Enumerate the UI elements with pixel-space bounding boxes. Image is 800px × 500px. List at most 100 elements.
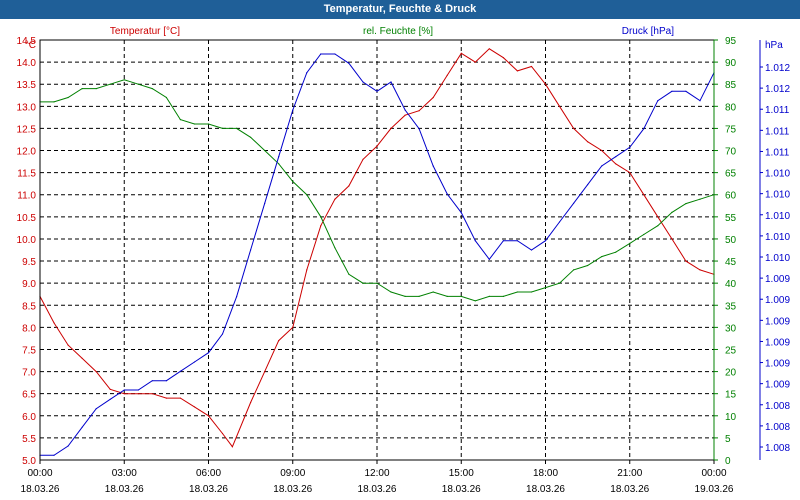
series-line-pressure: [40, 53, 715, 456]
y-right1-tick-label: 85: [725, 80, 737, 91]
data-point: [292, 180, 294, 183]
data-point: [109, 83, 111, 85]
data-point: [502, 57, 504, 59]
data-point: [376, 282, 378, 284]
data-point: [685, 260, 687, 262]
data-point: [418, 295, 420, 297]
data-point: [643, 233, 645, 236]
y-right2-tick-label: 1.012: [765, 84, 790, 95]
y-left-tick-label: 6.5: [22, 390, 36, 401]
data-point: [292, 326, 294, 328]
y-right1-tick-label: 15: [725, 390, 737, 401]
data-point: [390, 127, 392, 129]
data-point: [165, 397, 167, 399]
data-point: [320, 216, 322, 218]
y-right1-tick-label: 70: [725, 147, 737, 158]
data-point: [207, 352, 210, 354]
y-left-tick-label: 5.5: [22, 434, 36, 445]
data-point: [179, 397, 181, 399]
data-point: [601, 256, 603, 258]
data-point: [474, 61, 476, 63]
y-right2-tick-label: 1.010: [765, 253, 790, 264]
data-point: [432, 165, 434, 167]
data-point: [123, 79, 125, 81]
data-point: [179, 370, 181, 372]
data-point: [264, 371, 266, 373]
data-point: [474, 300, 476, 302]
y-right2-tick-label: 1.009: [765, 337, 790, 348]
data-point: [292, 109, 294, 111]
data-point: [657, 225, 659, 227]
data-point: [629, 172, 631, 174]
x-tick-time: 06:00: [196, 468, 221, 479]
data-point: [601, 165, 603, 167]
data-point: [123, 389, 125, 391]
data-point: [390, 81, 392, 83]
y-right2-tick-label: 1.012: [765, 63, 790, 74]
y-right1-tick-label: 45: [725, 257, 737, 268]
y-right1-tick-label: 25: [725, 345, 737, 356]
data-point: [488, 48, 490, 50]
data-point: [671, 211, 673, 213]
data-point: [165, 380, 167, 382]
data-point: [376, 145, 378, 147]
data-point: [488, 258, 490, 260]
data-point: [151, 380, 153, 382]
grid-layer: [40, 40, 714, 460]
data-point: [404, 295, 406, 297]
data-point: [446, 295, 448, 297]
data-point: [404, 114, 406, 116]
x-tick-date: 18.03.26: [273, 484, 312, 495]
data-point: [516, 240, 519, 242]
data-point: [643, 194, 645, 196]
data-point: [530, 65, 533, 68]
y-right2-tick-label: 1.009: [765, 316, 790, 327]
data-point: [278, 163, 280, 165]
y-right2-tick-label: 1.009: [765, 295, 790, 306]
data-point: [502, 240, 504, 242]
y-right2-unit: hPa: [765, 40, 783, 51]
y-left-tick-label: 14.0: [17, 58, 37, 69]
y-left-tick-label: 9.0: [22, 279, 36, 290]
y-right2-tick-label: 1.009: [765, 359, 790, 370]
x-tick-date: 18.03.26: [358, 484, 397, 495]
x-tick-date: 18.03.26: [442, 484, 481, 495]
data-point: [334, 53, 336, 55]
y-right1-tick-label: 0: [725, 456, 731, 467]
data-point: [250, 249, 252, 251]
y-left-tick-label: 5.0: [22, 456, 36, 467]
y-right1-tick-label: 95: [725, 36, 737, 47]
y-left-tick-label: 11.5: [17, 169, 36, 180]
data-point: [404, 109, 406, 111]
x-tick-date: 18.03.26: [610, 484, 649, 495]
data-point: [53, 322, 55, 324]
data-point: [334, 198, 336, 200]
data-point: [488, 295, 490, 297]
data-point: [516, 70, 519, 72]
data-point: [671, 90, 673, 92]
data-point: [362, 81, 364, 83]
data-point: [81, 426, 83, 428]
y-left-tick-label: 13.5: [17, 80, 37, 91]
y-left-tick-label: 10.5: [17, 213, 37, 224]
y-right2-tick-label: 1.009: [765, 380, 790, 391]
data-point: [81, 357, 83, 359]
x-tick-time: 21:00: [617, 468, 642, 479]
data-point: [587, 184, 589, 186]
y-right2-tick-label: 1.008: [765, 422, 790, 433]
y-right1-tick-label: 35: [725, 301, 737, 312]
y-right1-tick-label: 75: [725, 124, 737, 135]
y-right1-tick-label: 40: [725, 279, 737, 290]
series-line-temperature: [39, 48, 715, 448]
data-point: [474, 240, 476, 242]
y-left-tick-label: 12.0: [17, 147, 37, 158]
y-right2-tick-label: 1.010: [765, 211, 790, 222]
data-point: [657, 216, 659, 218]
data-point: [231, 446, 233, 448]
data-point: [643, 128, 645, 130]
y-right1-tick-label: 10: [725, 412, 737, 423]
axis-layer: 00:00 18.03.26 03:00 18.03.26 06:00 18.03.26 0…: [17, 36, 791, 495]
y-right1-tick-label: 90: [725, 58, 737, 69]
data-point: [306, 72, 308, 74]
